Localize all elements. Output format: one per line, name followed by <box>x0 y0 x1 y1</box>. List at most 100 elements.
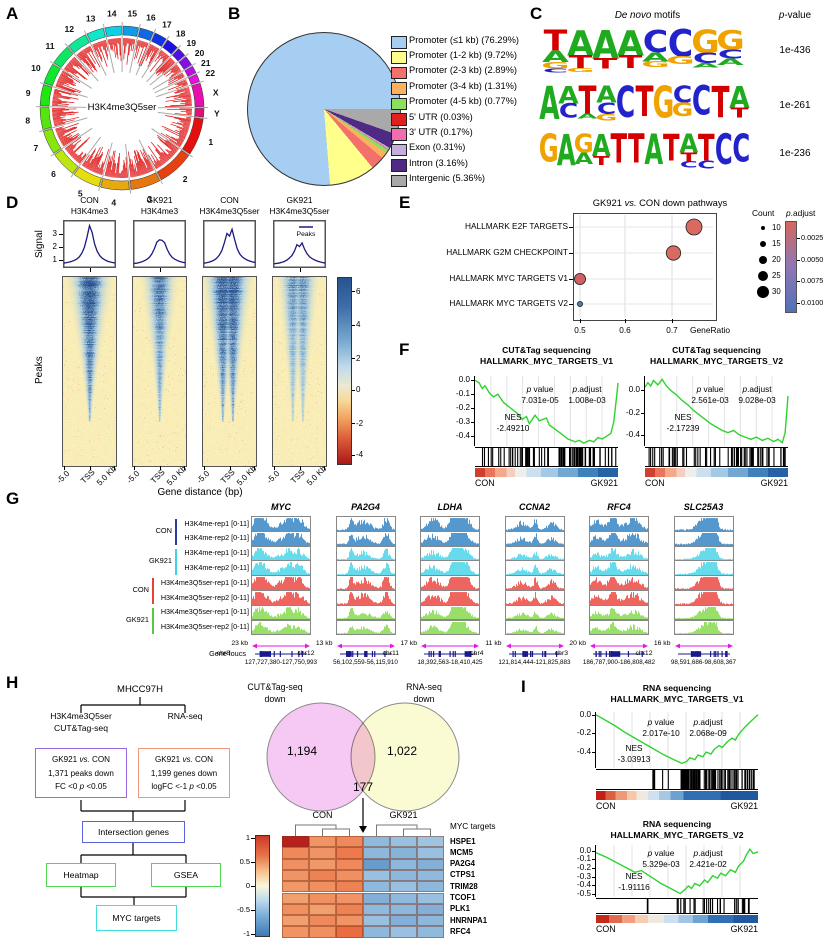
tick-mark <box>592 714 596 716</box>
tick-mark <box>592 868 596 870</box>
chromosome-label: chr8 <box>216 650 230 657</box>
coverage-track <box>335 516 396 532</box>
padj-tick-label: 0.0075 <box>801 276 824 286</box>
heatmap-cell <box>417 892 444 904</box>
svg-text:T: T <box>569 51 593 72</box>
chromosome-arc <box>53 46 74 68</box>
heatmap-cell <box>390 915 417 927</box>
coverage-track <box>589 530 649 547</box>
padj-colorbar <box>785 221 797 313</box>
chromosome-arc <box>104 25 122 37</box>
heatmap-cell <box>390 892 417 904</box>
peaks-heatmap <box>202 276 257 467</box>
span-arrow <box>505 643 564 649</box>
svg-text:T: T <box>544 24 568 58</box>
tick-mark <box>641 434 645 436</box>
gsea-title: CUT&Tag sequencing <box>672 345 761 355</box>
signal-profile-plot <box>203 220 256 268</box>
heatmap-cell <box>336 915 363 927</box>
tick-mark <box>797 259 800 261</box>
tick-mark <box>352 454 355 456</box>
y-tick-label: 0.0 <box>458 375 470 385</box>
tick-mark <box>251 838 255 839</box>
chromosome-arc <box>151 32 167 47</box>
gsea-nes-label: NES <box>674 412 692 422</box>
svg-text:A: A <box>644 126 663 175</box>
heatmap-colorbar <box>255 835 270 937</box>
heatmap-cell <box>282 881 309 893</box>
gene-model <box>677 651 730 657</box>
svg-text:C: C <box>715 126 733 175</box>
coverage-track <box>251 516 311 532</box>
heatmap-cell <box>282 915 309 927</box>
tick-mark <box>569 304 573 305</box>
gsea-group-left: CON <box>596 924 616 934</box>
coverage-track <box>420 590 480 606</box>
panel-h-letter: H <box>6 673 19 692</box>
panel-d-letter: D <box>6 193 19 212</box>
chromosome-label: 18 <box>176 28 186 38</box>
coverage-track <box>420 560 480 576</box>
heatmap-group-label: CON <box>312 810 333 820</box>
gene-model <box>424 651 476 657</box>
dendrogram <box>295 824 431 836</box>
span-arrow <box>421 643 479 649</box>
flow-cell-line: MHCC97H <box>117 684 163 695</box>
y-axis-line <box>595 712 597 768</box>
chromosome-label: chr11 <box>382 650 400 657</box>
gsea-padj-label: p.adjust <box>693 848 723 858</box>
chromosome-label: 22 <box>206 68 216 78</box>
chromosome-label: 8 <box>25 115 30 125</box>
track-label: H3K4me-rep2 [0-11] <box>184 533 249 543</box>
colorbar <box>337 277 352 465</box>
chromosome-arc <box>194 108 205 118</box>
region-size-label: 17 kb <box>400 640 417 647</box>
tick-mark <box>592 859 596 861</box>
tick-mark <box>251 886 255 887</box>
y-tick-label: -0.1 <box>456 389 470 399</box>
heatmap-cell <box>390 869 417 882</box>
chromosome-arc <box>68 34 90 54</box>
chromosome-label: 13 <box>86 13 96 23</box>
gsea-subtitle: HALLMARK_MYC_TARGETS_V2 <box>610 830 744 840</box>
heatmap-group-label: GK921 <box>389 810 418 820</box>
tick-mark <box>625 319 626 323</box>
legend-item-label: 5' UTR (0.03%) <box>409 111 473 122</box>
heatmap-column-title: CON <box>220 195 239 205</box>
dotplot-canvas <box>574 215 713 317</box>
peaks-heatmap <box>272 276 327 467</box>
svg-text:G: G <box>672 100 694 121</box>
chromosome-label: 12 <box>65 24 75 34</box>
heatmap-cell <box>390 926 417 938</box>
y-tick-label: 0.0 <box>579 845 591 855</box>
svg-text:A: A <box>542 48 569 66</box>
chromosome-arc <box>100 178 130 191</box>
svg-text:C: C <box>543 68 568 74</box>
coverage-track <box>420 530 480 547</box>
coverage-track <box>504 619 565 636</box>
pathway-label: HALLMARK E2F TARGETS <box>465 221 568 231</box>
coverage-track <box>420 545 480 562</box>
panel-d-xaxis-label: Gene distance (bp) <box>157 487 243 498</box>
pathway-dot <box>577 301 583 308</box>
tick-mark <box>471 380 475 382</box>
svg-text:G: G <box>541 60 570 71</box>
chromosome-arc <box>39 107 52 130</box>
chromosome-arc <box>156 149 190 181</box>
gsea-rank-strip <box>645 468 788 477</box>
colorbar-tick-label: 0 <box>356 385 361 394</box>
tick-mark <box>159 268 161 272</box>
gsea-padj: 2.421e-02 <box>689 859 727 869</box>
gsea-pvalue-label: p value <box>526 384 554 394</box>
gene-name: MYC <box>271 502 291 512</box>
tick-mark <box>299 466 301 470</box>
gene-name: PA2G4 <box>351 502 380 512</box>
panel-i-letter: I <box>521 677 526 696</box>
venn-left-title: CUT&Tag-seq <box>247 682 303 692</box>
coverage-track <box>251 575 311 591</box>
heatmap-cell <box>282 926 309 938</box>
tick-mark <box>580 319 581 323</box>
heatmap-cell <box>363 926 390 938</box>
signal-profile-plot <box>133 220 186 268</box>
